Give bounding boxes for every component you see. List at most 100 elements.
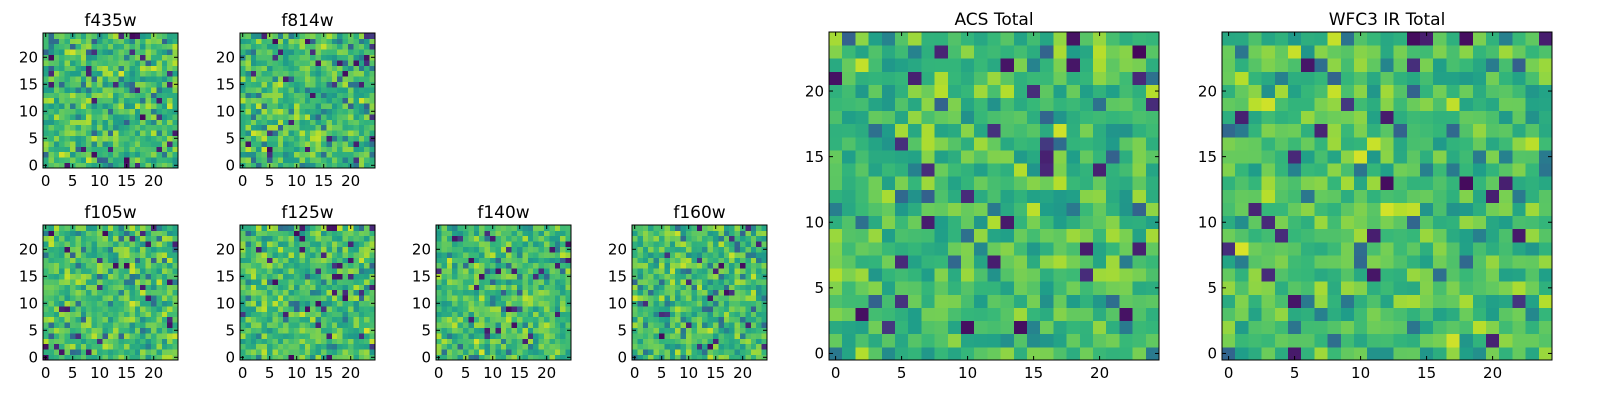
- heatmap-cell: [288, 300, 295, 307]
- heatmap-cell: [632, 333, 638, 339]
- heatmap-cell: [1093, 32, 1107, 46]
- heatmap-cell: [457, 300, 464, 307]
- heatmap-cell: [446, 225, 453, 231]
- heatmap-cell: [102, 33, 109, 39]
- heatmap-cell: [250, 306, 257, 312]
- heatmap-cell: [554, 295, 561, 301]
- heatmap-cell: [331, 284, 338, 291]
- panel-title: f814w: [281, 11, 333, 31]
- heatmap-cell: [648, 349, 654, 355]
- heatmap-cell: [326, 241, 333, 247]
- heatmap-cell: [53, 295, 60, 301]
- heatmap-cell: [315, 322, 322, 328]
- heatmap-cell: [729, 327, 735, 334]
- heatmap-cell: [261, 252, 268, 258]
- heatmap-cell: [86, 252, 92, 258]
- heatmap-cell: [436, 349, 442, 355]
- heatmap-cell: [369, 114, 376, 120]
- heatmap-cell: [908, 176, 922, 190]
- heatmap-cell: [348, 43, 354, 50]
- heatmap-cell: [124, 273, 130, 280]
- heatmap-cell: [299, 316, 306, 323]
- heatmap-cell: [908, 110, 922, 125]
- heatmap-cell: [256, 338, 262, 345]
- heatmap-cell: [468, 343, 475, 350]
- heatmap-cell: [321, 284, 327, 291]
- heatmap-cell: [463, 333, 469, 339]
- heatmap-cell: [707, 316, 714, 323]
- heatmap-cell: [522, 284, 529, 291]
- heatmap-cell: [91, 295, 98, 301]
- heatmap-cell: [441, 311, 448, 318]
- heatmap-cell: [113, 130, 119, 136]
- heatmap-cell: [64, 130, 71, 136]
- heatmap-cell: [326, 273, 333, 280]
- heatmap-cell: [288, 333, 295, 339]
- heatmap-cell: [113, 316, 119, 323]
- heatmap-cell: [511, 316, 518, 323]
- heatmap-cell: [713, 316, 719, 323]
- heatmap-cell: [70, 252, 76, 258]
- heatmap-cell: [702, 316, 708, 323]
- heatmap-cell: [446, 306, 453, 312]
- heatmap-cell: [326, 60, 333, 66]
- y-tick-label: 10: [19, 295, 38, 313]
- heatmap-cell: [304, 235, 311, 242]
- heatmap-cell: [53, 49, 60, 55]
- heatmap-cell: [1446, 333, 1460, 348]
- heatmap-cell: [1301, 346, 1315, 361]
- heatmap-cell: [1132, 84, 1147, 98]
- heatmap-cell: [70, 322, 76, 328]
- heatmap-cell: [299, 157, 306, 163]
- heatmap-cell: [1314, 215, 1328, 230]
- heatmap-cell: [1040, 346, 1054, 361]
- heatmap-cell: [1235, 307, 1249, 322]
- heatmap-cell: [707, 343, 714, 350]
- heatmap-cell: [75, 54, 82, 61]
- heatmap-cell: [353, 108, 360, 115]
- heatmap-cell: [43, 306, 49, 312]
- heatmap-cell: [1459, 215, 1474, 230]
- heatmap-cell: [527, 322, 534, 328]
- heatmap-cell: [490, 295, 496, 301]
- heatmap-cell: [713, 279, 719, 285]
- heatmap-cell: [326, 306, 333, 312]
- heatmap-cell: [702, 343, 708, 350]
- heatmap-cell: [1274, 189, 1289, 203]
- heatmap-cell: [240, 70, 246, 77]
- heatmap-cell: [1079, 281, 1094, 295]
- heatmap-cell: [1066, 189, 1081, 203]
- heatmap-cell: [261, 284, 268, 291]
- heatmap-cell: [172, 97, 179, 104]
- heatmap-cell: [1145, 97, 1160, 112]
- heatmap-cell: [59, 54, 65, 61]
- heatmap-cell: [261, 306, 268, 312]
- heatmap-cell: [707, 322, 714, 328]
- heatmap-cell: [145, 343, 152, 350]
- heatmap-cell: [457, 268, 464, 274]
- heatmap-cell: [527, 306, 534, 312]
- heatmap-cell: [315, 333, 322, 339]
- heatmap-cell: [648, 268, 654, 274]
- heatmap-cell: [304, 92, 311, 99]
- heatmap-cell: [1261, 241, 1276, 256]
- heatmap-cell: [756, 235, 762, 242]
- heatmap-cell: [97, 49, 103, 55]
- heatmap-cell: [97, 65, 103, 72]
- heatmap-cell: [1314, 241, 1328, 256]
- heatmap-cell: [974, 110, 988, 125]
- heatmap-cell: [473, 273, 480, 280]
- heatmap-cell: [1538, 189, 1553, 203]
- heatmap-cell: [452, 268, 458, 274]
- heatmap-cell: [517, 284, 523, 291]
- heatmap-cell: [490, 273, 496, 280]
- heatmap-cell: [1288, 268, 1302, 282]
- heatmap-cell: [457, 338, 464, 345]
- heatmap-cell: [868, 215, 883, 230]
- heatmap-cell: [240, 316, 246, 323]
- heatmap-cell: [947, 215, 962, 230]
- heatmap-cell: [107, 306, 114, 312]
- heatmap-cell: [908, 97, 922, 112]
- heatmap-cell: [272, 151, 279, 158]
- heatmap-cell: [642, 322, 649, 328]
